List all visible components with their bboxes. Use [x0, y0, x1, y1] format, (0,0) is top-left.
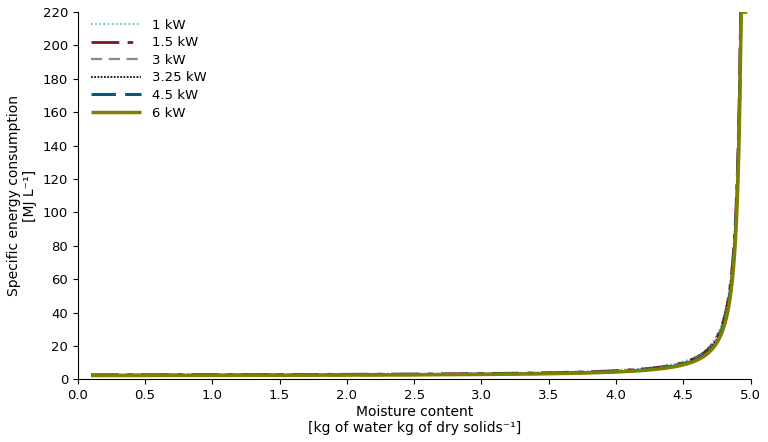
1.5 kW	[87, 372, 96, 377]
4.5 kW	[723, 303, 733, 309]
4.5 kW	[716, 332, 725, 337]
6 kW	[716, 334, 725, 339]
3.25 kW	[87, 373, 96, 378]
1.5 kW	[723, 297, 733, 302]
1 kW	[736, 9, 745, 15]
Line: 6 kW: 6 kW	[91, 12, 747, 376]
6 kW	[700, 353, 709, 358]
Legend: 1 kW, 1.5 kW, 3 kW, 3.25 kW, 4.5 kW, 6 kW: 1 kW, 1.5 kW, 3 kW, 3.25 kW, 4.5 kW, 6 k…	[91, 19, 207, 120]
3.25 kW	[716, 330, 725, 335]
3 kW	[356, 372, 365, 377]
1 kW	[356, 371, 365, 377]
3.25 kW	[705, 346, 714, 351]
3.25 kW	[736, 9, 745, 15]
X-axis label: Moisture content
[kg of water kg of dry solids⁻¹]: Moisture content [kg of water kg of dry …	[307, 405, 521, 435]
4.5 kW	[652, 366, 661, 371]
3 kW	[705, 346, 714, 351]
3 kW	[87, 373, 96, 378]
4.5 kW	[700, 352, 709, 358]
Line: 3 kW: 3 kW	[91, 12, 747, 375]
4.5 kW	[737, 9, 746, 15]
6 kW	[87, 373, 96, 378]
1 kW	[716, 325, 725, 331]
3.25 kW	[743, 9, 752, 15]
6 kW	[705, 349, 714, 354]
3.25 kW	[356, 372, 365, 377]
3.25 kW	[652, 366, 661, 371]
4.5 kW	[705, 347, 714, 353]
1.5 kW	[356, 372, 365, 377]
Line: 4.5 kW: 4.5 kW	[91, 12, 747, 375]
1.5 kW	[652, 365, 661, 370]
4.5 kW	[743, 9, 752, 15]
1.5 kW	[716, 328, 725, 333]
1 kW	[723, 293, 733, 298]
3 kW	[716, 329, 725, 334]
1.5 kW	[705, 345, 714, 350]
6 kW	[743, 9, 752, 15]
1.5 kW	[700, 350, 709, 355]
4.5 kW	[356, 372, 365, 377]
1 kW	[743, 9, 752, 15]
3 kW	[743, 9, 752, 15]
3.25 kW	[723, 300, 733, 305]
3 kW	[736, 9, 745, 15]
3 kW	[700, 351, 709, 356]
1 kW	[652, 364, 661, 370]
6 kW	[356, 373, 365, 378]
6 kW	[652, 366, 661, 372]
Line: 3.25 kW: 3.25 kW	[91, 12, 747, 375]
1 kW	[700, 348, 709, 354]
1.5 kW	[743, 9, 752, 15]
1 kW	[705, 343, 714, 348]
6 kW	[723, 307, 733, 312]
3 kW	[652, 366, 661, 371]
4.5 kW	[87, 373, 96, 378]
Y-axis label: Specific energy consumption
[MJ L⁻¹]: Specific energy consumption [MJ L⁻¹]	[7, 95, 37, 296]
Line: 1 kW: 1 kW	[91, 12, 747, 374]
1 kW	[87, 372, 96, 377]
1.5 kW	[736, 9, 745, 15]
6 kW	[737, 9, 746, 15]
3 kW	[723, 298, 733, 304]
Line: 1.5 kW: 1.5 kW	[91, 12, 747, 375]
3.25 kW	[700, 351, 709, 356]
